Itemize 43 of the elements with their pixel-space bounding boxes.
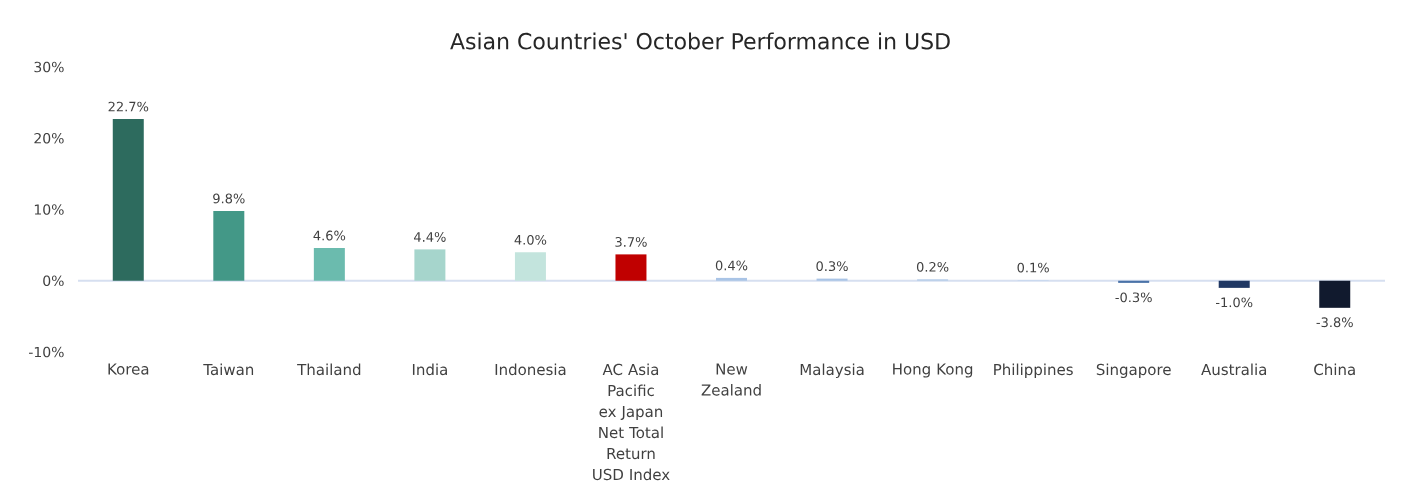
x-tick-label: Thailand (297, 363, 361, 376)
x-tick-label: Korea (108, 363, 149, 375)
data-label: -0.3% (1115, 292, 1152, 303)
bar (414, 249, 446, 281)
data-label: 4.6% (313, 230, 346, 241)
bar (313, 247, 345, 281)
data-label: 0.1% (1017, 262, 1049, 273)
x-tick-label: Indonesia (495, 363, 566, 376)
data-label: 0.2% (916, 261, 949, 272)
bar (716, 277, 748, 281)
bar (1319, 280, 1351, 308)
bar (514, 252, 546, 281)
data-label: 3.7% (615, 237, 647, 247)
bar (1218, 280, 1250, 288)
data-label: 22.7% (108, 101, 149, 112)
x-tick-label: China (1314, 363, 1355, 376)
x-tick-label: Hong Kong (893, 363, 973, 378)
bar (112, 119, 144, 281)
data-label: 4.0% (514, 234, 547, 245)
data-label: 9.8% (213, 193, 245, 204)
y-tick-label: 30% (34, 61, 64, 73)
y-tick-label: -10% (29, 346, 64, 358)
x-tick-label: Malaysia (800, 363, 864, 379)
bar (1118, 280, 1150, 283)
bar (816, 278, 848, 281)
bar (615, 254, 647, 281)
y-tick-label: 10% (34, 204, 64, 215)
x-tick-label: Philippines (994, 363, 1073, 379)
bar (213, 210, 245, 281)
data-label: -3.8% (1316, 317, 1353, 328)
y-tick-label: 20% (34, 132, 64, 144)
x-tick-label: Singapore (1096, 363, 1171, 379)
x-tick-label: Australia (1201, 363, 1267, 376)
y-tick-label: 0% (43, 275, 64, 287)
x-tick-label: AC Asia Pacific ex Japan Net Total Return USD Index (593, 363, 670, 481)
chart-title: Asian Countries' October Performance in USD (450, 32, 950, 50)
x-tick-label: Taiwan (203, 363, 254, 376)
data-label: 0.4% (715, 260, 748, 271)
data-label: 4.4% (414, 232, 446, 242)
x-tick-label: New Zealand (701, 363, 761, 396)
x-tick-label: India (412, 363, 447, 376)
data-label: -1.0% (1215, 297, 1253, 308)
data-label: 0.3% (816, 261, 848, 272)
